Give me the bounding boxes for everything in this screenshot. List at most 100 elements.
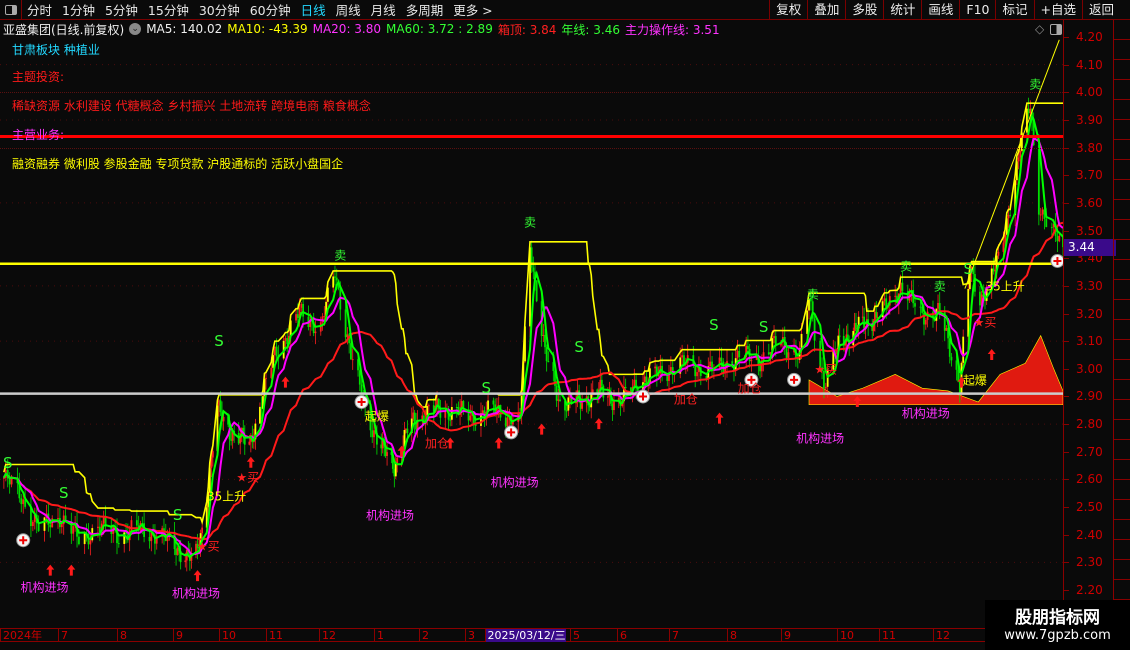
chart-annotation: S [758, 318, 769, 337]
candle-body [201, 527, 204, 534]
side-tab[interactable] [1114, 60, 1130, 80]
candle-body [130, 520, 133, 531]
candle-body [655, 366, 658, 376]
candle-body [332, 276, 335, 288]
tab-9[interactable]: 多周期 [405, 3, 444, 18]
tab-10[interactable]: 更多 > [453, 3, 493, 18]
tab-7[interactable]: 周线 [335, 3, 361, 18]
side-tab[interactable] [1114, 400, 1130, 420]
candle-body [836, 349, 838, 355]
price-axis: 4.20 4.10 4.00 3.90 3.80 3.70 3.60 3.50 3.40 3.30… [1063, 20, 1112, 628]
indicator-info-row: 亚盛集团(日线.前复权) ⌄ MA5: 140.02 MA10: -43.39 … [0, 20, 1063, 38]
tab-0[interactable]: 分时 [27, 3, 53, 18]
side-tab[interactable] [1114, 100, 1130, 120]
toolbar-button-2[interactable]: 多股 [845, 0, 883, 20]
date-tick-label: 12 [319, 629, 336, 642]
price-tick [1064, 424, 1069, 426]
price-chart[interactable] [0, 38, 1063, 628]
side-tab[interactable] [1114, 80, 1130, 100]
tab-4[interactable]: 30分钟 [198, 3, 240, 18]
toolbar-button-7[interactable]: +自选 [1033, 0, 1082, 20]
chevron-down-icon[interactable]: ⌄ [129, 23, 142, 35]
side-tab[interactable] [1114, 340, 1130, 360]
side-tab[interactable] [1114, 460, 1130, 480]
right-side-panel-tabs[interactable] [1113, 20, 1130, 628]
candle-body [295, 314, 297, 321]
candle-body [239, 436, 242, 444]
candle-body [938, 302, 941, 313]
side-tab[interactable] [1114, 140, 1130, 160]
side-tab[interactable] [1114, 20, 1130, 40]
tab-3[interactable]: 15分钟 [147, 3, 189, 18]
side-tab[interactable] [1114, 120, 1130, 140]
candle-body [334, 276, 336, 278]
candle-body [642, 382, 644, 394]
toolbar-button-0[interactable]: 复权 [769, 0, 807, 20]
side-tab[interactable] [1114, 260, 1130, 280]
side-tab[interactable] [1114, 560, 1130, 580]
candle-body [166, 533, 169, 542]
toolbar-button-5[interactable]: F10 [959, 0, 995, 20]
side-tab[interactable] [1114, 300, 1130, 320]
candle-body [607, 396, 609, 398]
side-tab[interactable] [1114, 440, 1130, 460]
side-tab[interactable] [1114, 160, 1130, 180]
side-tab[interactable] [1114, 200, 1130, 220]
tab-2[interactable]: 5分钟 [104, 3, 138, 18]
date-tick-label: 9 [173, 629, 183, 642]
buy-arrow-icon [281, 376, 290, 388]
panel-toggle-icon[interactable] [0, 0, 22, 20]
candle-body [125, 532, 127, 535]
diamond-icon[interactable]: ◇ [1035, 22, 1045, 36]
divider [0, 148, 1063, 149]
panel-toggle-icon[interactable] [1050, 23, 1062, 35]
sector-text: 甘肃板块 种植业 [12, 43, 100, 57]
tab-6[interactable]: 日线 [300, 3, 326, 18]
tab-1[interactable]: 1分钟 [62, 3, 95, 18]
candle-body [654, 366, 657, 369]
price-tick-label: 2.90 [1076, 389, 1103, 404]
tab-8[interactable]: 月线 [370, 3, 396, 18]
toolbar-button-3[interactable]: 统计 [883, 0, 921, 20]
side-tab[interactable] [1114, 480, 1130, 500]
chart-annotation: 起爆 [364, 409, 389, 424]
toolbar-button-1[interactable]: 叠加 [807, 0, 845, 20]
side-tab[interactable] [1114, 40, 1130, 60]
candle-body [439, 408, 442, 418]
price-tick-label: 2.50 [1076, 500, 1103, 515]
candle-body [179, 551, 182, 563]
theme-label: 主题投资: [12, 70, 65, 84]
side-tab[interactable] [1114, 420, 1130, 440]
side-tab[interactable] [1114, 380, 1130, 400]
side-tab[interactable] [1114, 500, 1130, 520]
toolbar-button-6[interactable]: 标记 [995, 0, 1033, 20]
toolbar-button-4[interactable]: 画线 [921, 0, 959, 20]
candle-body [22, 499, 25, 505]
candle-body [406, 428, 409, 433]
side-tab[interactable] [1114, 240, 1130, 260]
toolbar-button-8[interactable]: 返回 [1081, 0, 1120, 20]
candle-body [808, 298, 810, 311]
trendline [964, 39, 1060, 289]
candle-body [512, 421, 514, 425]
buy-arrow-icon [446, 437, 455, 449]
watermark-name: 股朋指标网 [1015, 608, 1100, 628]
side-tab[interactable] [1114, 360, 1130, 380]
side-tab[interactable] [1114, 320, 1130, 340]
side-tab[interactable] [1114, 180, 1130, 200]
candle-body [289, 320, 292, 336]
side-tab[interactable] [1114, 520, 1130, 540]
upper-band-line [3, 102, 1063, 525]
candle-body [1017, 157, 1020, 162]
side-tab[interactable] [1114, 220, 1130, 240]
candle-body [611, 403, 614, 411]
ma5-value: MA5: 140.02 [146, 22, 223, 36]
side-tab[interactable] [1114, 280, 1130, 300]
tab-5[interactable]: 60分钟 [249, 3, 291, 18]
candle-body [649, 368, 651, 382]
candle-body [150, 532, 153, 542]
candle-body [351, 359, 354, 361]
side-tab[interactable] [1114, 580, 1130, 600]
side-tab[interactable] [1114, 540, 1130, 560]
date-tick-label: 1 [374, 629, 384, 642]
